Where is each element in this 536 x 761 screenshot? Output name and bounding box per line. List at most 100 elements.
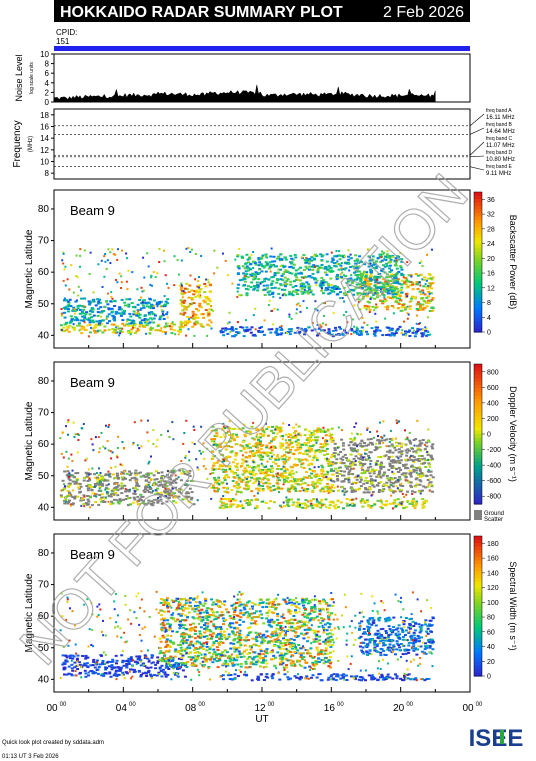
scatter-cell: [178, 469, 182, 472]
scatter-cell: [331, 257, 335, 260]
scatter-cell: [240, 278, 244, 281]
scatter-cell: [383, 644, 387, 646]
scatter-cell: [361, 274, 364, 277]
scatter-cell: [404, 332, 408, 335]
noise-cell: [119, 332, 122, 335]
noise-cell: [106, 259, 109, 262]
scatter-cell: [411, 283, 415, 286]
noise-cell: [399, 478, 402, 481]
scatter-cell: [365, 330, 369, 333]
noise-cell: [64, 284, 67, 287]
scatter-cell: [392, 460, 396, 463]
noise-cell: [183, 307, 186, 310]
colorbar-segment: [474, 476, 482, 481]
scatter-cell: [292, 501, 296, 504]
scatter-cell: [245, 265, 249, 268]
scatter-cell: [373, 263, 377, 266]
noise-cell: [67, 433, 69, 436]
noise-cell: [284, 282, 287, 285]
scatter-cell: [280, 455, 284, 458]
scatter-cell: [298, 490, 302, 492]
noise-cell: [337, 467, 340, 470]
scatter-cell: [370, 265, 373, 267]
scatter-cell: [254, 271, 258, 274]
scatter-cell: [381, 489, 384, 492]
noise-cell: [313, 466, 316, 469]
scatter-cell: [302, 453, 305, 455]
scatter-cell: [297, 332, 301, 335]
noise-cell: [60, 308, 63, 310]
scatter-cell: [308, 285, 312, 288]
scatter-cell: [96, 311, 100, 314]
noise-cell: [163, 295, 166, 298]
scatter-cell: [388, 479, 392, 482]
noise-cell: [281, 258, 284, 261]
scatter-cell: [166, 302, 170, 305]
noise-cell: [419, 284, 422, 287]
noise-cell: [319, 490, 322, 493]
scatter-cell: [346, 278, 350, 281]
colorbar-segment: [474, 202, 482, 207]
scatter-cell: [236, 675, 240, 677]
scatter-cell: [132, 313, 136, 316]
scatter-cell: [128, 470, 131, 473]
noise-cell: [136, 312, 139, 315]
scatter-cell: [231, 433, 235, 435]
scatter-cell: [242, 448, 246, 451]
scatter-cell: [285, 451, 289, 454]
scatter-cell: [228, 498, 232, 501]
noise-cell: [180, 313, 183, 316]
scatter-cell: [410, 485, 413, 488]
scatter-cell: [133, 498, 137, 501]
noise-cell: [382, 251, 385, 254]
scatter-cell: [307, 283, 310, 286]
scatter-cell: [400, 260, 404, 263]
noise-cell: [335, 250, 338, 252]
scatter-cell: [128, 474, 132, 476]
scatter-cell: [405, 451, 409, 454]
scatter-cell: [222, 678, 225, 681]
scatter-cell: [407, 274, 411, 277]
scatter-cell: [366, 287, 370, 290]
scatter-cell: [76, 654, 80, 657]
scatter-cell: [145, 324, 149, 327]
scatter-cell: [112, 488, 116, 491]
scatter-cell: [152, 317, 156, 320]
scatter-cell: [239, 444, 243, 447]
scatter-cell: [91, 321, 95, 324]
scatter-cell: [395, 460, 399, 463]
scatter-cell: [74, 316, 78, 319]
scatter-cell: [113, 317, 116, 320]
scatter-cell: [284, 433, 288, 436]
scatter-cell: [222, 504, 226, 507]
page-date: 2 Feb 2026: [383, 4, 464, 21]
scatter-cell: [420, 462, 424, 465]
scatter-cell: [394, 257, 398, 260]
scatter-cell: [329, 463, 333, 465]
scatter-cell: [79, 499, 83, 502]
scatter-cell: [129, 315, 133, 318]
scatter-cell: [261, 265, 265, 268]
scatter-cell: [73, 666, 77, 669]
scatter-cell: [416, 309, 420, 312]
scatter-cell: [346, 458, 350, 461]
scatter-cell: [108, 472, 112, 475]
scatter-cell: [414, 638, 418, 641]
noise-cell: [176, 259, 179, 261]
colorbar-segment: [474, 448, 482, 453]
scatter-cell: [301, 329, 305, 332]
scatter-cell: [404, 617, 408, 619]
scatter-cell: [258, 268, 262, 271]
noise-cell: [129, 333, 132, 336]
scatter-cell: [363, 463, 367, 465]
scatter-cell: [417, 301, 420, 304]
scatter-cell: [342, 673, 346, 676]
scatter-cell: [170, 322, 174, 325]
scatter-cell: [147, 481, 151, 484]
scatter-cell: [230, 470, 233, 473]
scatter-cell: [211, 425, 215, 428]
scatter-cell: [364, 476, 368, 479]
noise-cell: [299, 503, 301, 506]
scatter-cell: [296, 326, 300, 329]
noise-cell: [330, 464, 333, 467]
